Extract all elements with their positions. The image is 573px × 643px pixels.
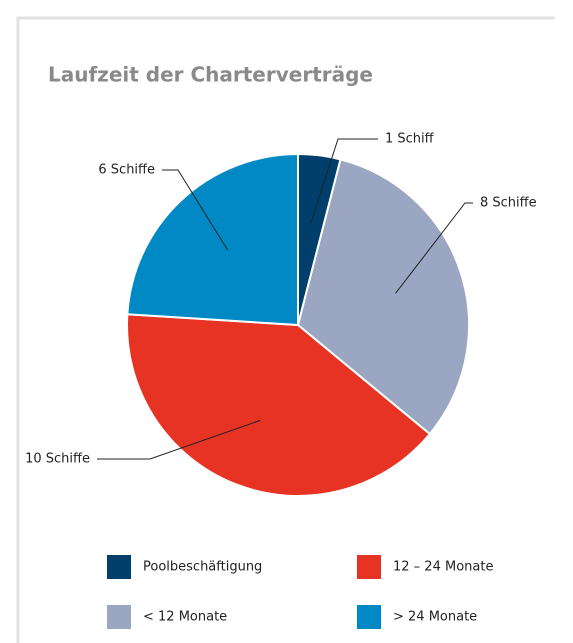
legend-swatch (357, 605, 381, 629)
leader-line (310, 138, 378, 224)
legend-label: > 24 Monate (393, 610, 477, 625)
leader-line (97, 419, 261, 460)
data-label: 8 Schiffe (480, 196, 537, 211)
leader-line (162, 169, 229, 251)
legend-label: Poolbeschäftigung (143, 560, 262, 575)
data-label: 1 Schiff (385, 132, 435, 147)
pie-slice (126, 152, 299, 327)
data-label: 10 Schiffe (25, 452, 90, 467)
legend-swatch (107, 605, 131, 629)
legend-swatch (107, 555, 131, 579)
legend-swatch (357, 555, 381, 579)
pie-slice (296, 158, 471, 436)
legend-label: 12 – 24 Monate (393, 560, 493, 575)
chart-title: Laufzeit der Charterverträge (48, 63, 373, 87)
data-label: 6 Schiffe (98, 163, 155, 178)
frame (16, 16, 555, 643)
legend-label: < 12 Monate (143, 610, 227, 625)
leader-line (395, 202, 473, 294)
pie-slice (125, 313, 432, 498)
